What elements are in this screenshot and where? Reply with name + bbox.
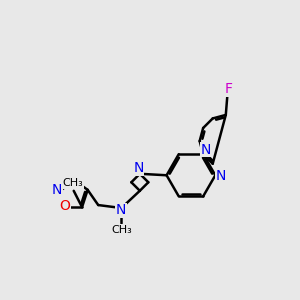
Text: N: N: [215, 169, 226, 183]
Text: N: N: [116, 203, 126, 218]
Text: N: N: [133, 161, 143, 176]
Text: N: N: [52, 184, 62, 197]
Text: CH₃: CH₃: [112, 225, 132, 235]
Text: CH₃: CH₃: [63, 178, 83, 188]
Text: F: F: [224, 82, 232, 96]
Text: N: N: [201, 143, 211, 157]
Text: O: O: [59, 199, 70, 213]
